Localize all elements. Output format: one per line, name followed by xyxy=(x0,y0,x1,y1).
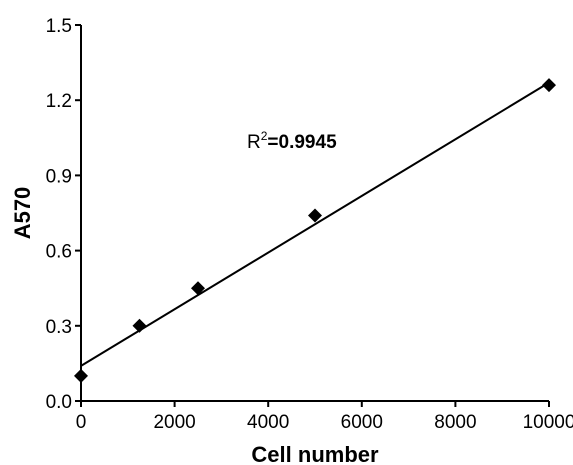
x-tick-label: 2000 xyxy=(153,412,195,433)
data-point xyxy=(74,368,88,383)
x-tick-label: 8000 xyxy=(434,412,476,433)
y-axis-title: A570 xyxy=(10,187,35,240)
r-superscript: 2 xyxy=(261,129,268,143)
data-point xyxy=(308,208,322,223)
y-tick-label: 0.3 xyxy=(46,317,72,338)
data-point xyxy=(191,281,205,296)
y-tick-label: 1.5 xyxy=(46,16,72,37)
x-tick-label: 4000 xyxy=(247,412,289,433)
fit-line-group xyxy=(80,81,550,367)
y-tick-label: 0.6 xyxy=(46,242,72,263)
r-symbol: R xyxy=(247,132,261,153)
data-point xyxy=(132,318,147,333)
r-value: =0.9945 xyxy=(267,132,337,153)
y-tick-label: 0.9 xyxy=(46,166,72,187)
y-ticks: 0.0 0.3 0.6 0.9 1.2 1.5 xyxy=(46,16,81,413)
x-tick-label: 10000 xyxy=(523,412,573,433)
x-tick-label: 6000 xyxy=(341,412,383,433)
data-points xyxy=(74,78,556,383)
data-point xyxy=(542,78,556,93)
r-squared-annotation: R2=0.9945 xyxy=(247,129,337,153)
x-ticks: 0 2000 4000 6000 8000 10000 xyxy=(76,401,573,433)
y-tick-label: 1.2 xyxy=(46,91,72,112)
axes xyxy=(80,25,549,402)
x-axis-title: Cell number xyxy=(251,442,379,465)
y-tick-label: 0.0 xyxy=(46,392,72,413)
fit-line xyxy=(80,81,550,367)
x-tick-label: 0 xyxy=(76,412,87,433)
